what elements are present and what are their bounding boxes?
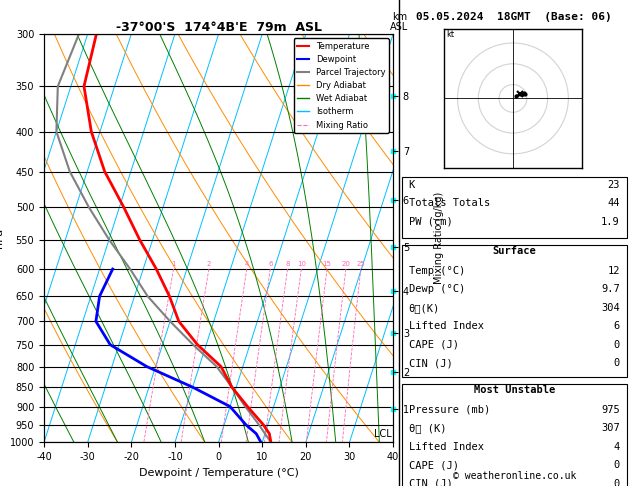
Text: 10: 10	[297, 261, 306, 267]
Text: Dewp (°C): Dewp (°C)	[409, 284, 465, 295]
Text: 15: 15	[323, 261, 331, 267]
Text: Pressure (mb): Pressure (mb)	[409, 405, 490, 415]
Text: km: km	[392, 12, 407, 22]
Text: 20: 20	[342, 261, 350, 267]
Text: 1.9: 1.9	[601, 217, 620, 227]
Text: θᴇ(K): θᴇ(K)	[409, 303, 440, 313]
Text: CIN (J): CIN (J)	[409, 479, 452, 486]
Text: Surface: Surface	[493, 246, 536, 256]
Bar	[402, 384, 626, 486]
Text: Totals Totals: Totals Totals	[409, 198, 490, 208]
Text: Mixing Ratio (g/kg): Mixing Ratio (g/kg)	[433, 192, 443, 284]
Text: ASL: ASL	[390, 21, 409, 32]
Text: K: K	[409, 180, 415, 190]
Text: kt: kt	[447, 31, 455, 39]
Text: 23: 23	[608, 180, 620, 190]
Text: PW (cm): PW (cm)	[409, 217, 452, 227]
Title: -37°00'S  174°4B'E  79m  ASL: -37°00'S 174°4B'E 79m ASL	[116, 21, 321, 34]
Text: 0: 0	[613, 479, 620, 486]
Text: 05.05.2024  18GMT  (Base: 06): 05.05.2024 18GMT (Base: 06)	[416, 12, 612, 22]
Text: 6: 6	[613, 321, 620, 331]
Text: 9.7: 9.7	[601, 284, 620, 295]
Text: 2: 2	[207, 261, 211, 267]
Text: 25: 25	[357, 261, 365, 267]
Text: 44: 44	[608, 198, 620, 208]
Text: 0: 0	[613, 460, 620, 470]
Bar	[402, 177, 626, 238]
Bar	[402, 245, 626, 377]
Text: 0: 0	[613, 340, 620, 350]
Text: © weatheronline.co.uk: © weatheronline.co.uk	[452, 471, 576, 481]
Text: CAPE (J): CAPE (J)	[409, 460, 459, 470]
Text: 975: 975	[601, 405, 620, 415]
Text: 307: 307	[601, 423, 620, 434]
Text: Most Unstable: Most Unstable	[474, 385, 555, 395]
Text: 8: 8	[286, 261, 290, 267]
Text: 0: 0	[613, 358, 620, 368]
Legend: Temperature, Dewpoint, Parcel Trajectory, Dry Adiabat, Wet Adiabat, Isotherm, Mi: Temperature, Dewpoint, Parcel Trajectory…	[294, 38, 389, 133]
X-axis label: Dewpoint / Temperature (°C): Dewpoint / Temperature (°C)	[138, 468, 299, 478]
Text: 4: 4	[245, 261, 249, 267]
Text: CAPE (J): CAPE (J)	[409, 340, 459, 350]
Y-axis label: hPa: hPa	[0, 228, 4, 248]
Text: θᴇ (K): θᴇ (K)	[409, 423, 446, 434]
Text: 304: 304	[601, 303, 620, 313]
Text: CIN (J): CIN (J)	[409, 358, 452, 368]
Text: Lifted Index: Lifted Index	[409, 321, 484, 331]
Text: Lifted Index: Lifted Index	[409, 442, 484, 452]
Text: Temp (°C): Temp (°C)	[409, 266, 465, 276]
Text: LCL: LCL	[374, 429, 392, 439]
Text: 1: 1	[171, 261, 175, 267]
Text: 6: 6	[268, 261, 272, 267]
Text: 4: 4	[613, 442, 620, 452]
Text: 12: 12	[608, 266, 620, 276]
